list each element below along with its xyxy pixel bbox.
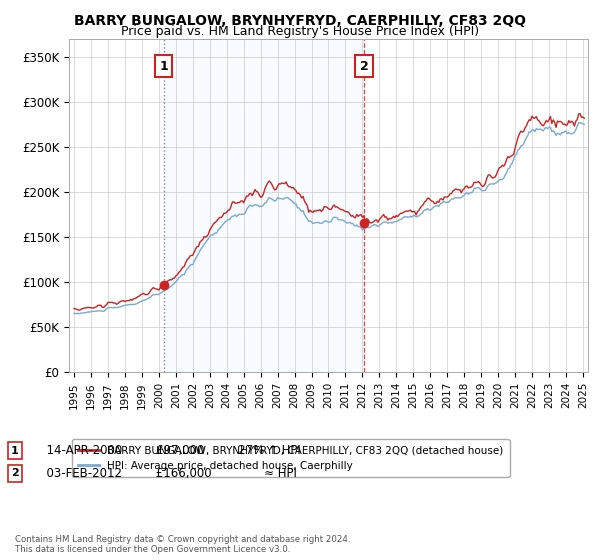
Text: 14-APR-2000         £97,000         27% ↑ HPI: 14-APR-2000 £97,000 27% ↑ HPI <box>39 444 301 458</box>
Text: 1: 1 <box>159 60 168 73</box>
Text: 2: 2 <box>359 60 368 73</box>
Text: BARRY BUNGALOW, BRYNHYFRYD, CAERPHILLY, CF83 2QQ: BARRY BUNGALOW, BRYNHYFRYD, CAERPHILLY, … <box>74 14 526 28</box>
Bar <box>164 39 364 372</box>
Text: Contains HM Land Registry data © Crown copyright and database right 2024.
This d: Contains HM Land Registry data © Crown c… <box>15 535 350 554</box>
Legend: BARRY BUNGALOW, BRYNHYFRYD, CAERPHILLY, CF83 2QQ (detached house), HPI: Average : BARRY BUNGALOW, BRYNHYFRYD, CAERPHILLY, … <box>71 439 509 477</box>
Text: Price paid vs. HM Land Registry's House Price Index (HPI): Price paid vs. HM Land Registry's House … <box>121 25 479 38</box>
Text: 03-FEB-2012         £166,000              ≈ HPI: 03-FEB-2012 £166,000 ≈ HPI <box>39 466 297 480</box>
Text: 1: 1 <box>11 446 19 456</box>
Text: 2: 2 <box>11 468 19 478</box>
